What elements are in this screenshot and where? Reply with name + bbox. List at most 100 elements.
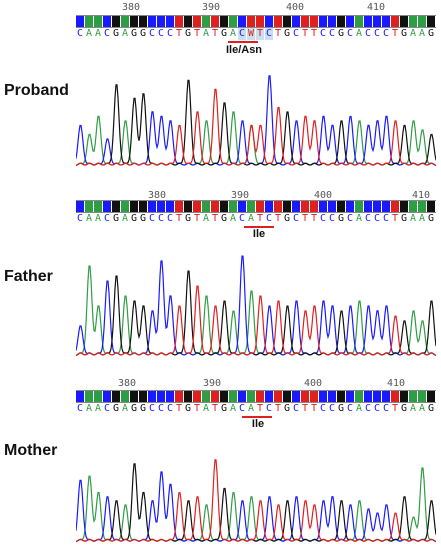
base-quality-block: [229, 391, 237, 402]
base-quality-block: [274, 201, 282, 212]
base-quality-block: [148, 16, 156, 27]
base-letter: G: [130, 403, 138, 414]
base-letter: T: [193, 28, 201, 39]
base-quality-block: [382, 391, 390, 402]
position-ticks: 380 390 400 410: [0, 188, 441, 202]
base-quality-block: [328, 391, 336, 402]
base-letter: T: [211, 213, 219, 224]
base-letter: A: [94, 28, 102, 39]
base-letter: W: [247, 28, 255, 40]
base-quality-block: [283, 201, 291, 212]
base-quality-block: [130, 391, 138, 402]
base-letter: C: [157, 28, 165, 39]
base-quality-block: [220, 391, 228, 402]
base-quality-block: [391, 391, 399, 402]
base-quality-block: [373, 391, 381, 402]
base-letter: C: [292, 28, 300, 39]
base-letter: C: [76, 403, 84, 414]
base-letter: C: [292, 213, 300, 224]
base-letter: C: [328, 403, 336, 414]
base-quality-block: [409, 16, 417, 27]
base-letter: A: [247, 213, 255, 224]
base-quality-block: [184, 391, 192, 402]
base-quality-block: [157, 201, 165, 212]
codon-underline: [228, 41, 258, 43]
base-letter: T: [301, 403, 309, 414]
base-letter: G: [130, 213, 138, 224]
base-letter: T: [274, 403, 282, 414]
base-letter: C: [346, 403, 354, 414]
base-quality-block: [319, 201, 327, 212]
base-quality-block: [310, 391, 318, 402]
chromatogram-trace: [76, 75, 436, 167]
base-letter: A: [355, 403, 363, 414]
base-quality-block: [418, 391, 426, 402]
base-letter: C: [157, 403, 165, 414]
chromatogram-trace: [76, 459, 436, 543]
base-quality-block: [319, 391, 327, 402]
base-quality-block: [166, 391, 174, 402]
base-quality-block: [292, 201, 300, 212]
base-letter: G: [283, 213, 291, 224]
base-quality-block: [175, 391, 183, 402]
position-ticks: 380 390 400 410: [0, 0, 441, 14]
base-quality-block: [364, 201, 372, 212]
base-letter: G: [112, 213, 120, 224]
base-letter: T: [175, 213, 183, 224]
base-quality-block: [256, 391, 264, 402]
base-quality-block: [355, 201, 363, 212]
base-quality-block: [76, 16, 84, 27]
base-quality-block: [400, 16, 408, 27]
base-letter: T: [391, 403, 399, 414]
base-letter: G: [112, 403, 120, 414]
base-letter: T: [256, 28, 264, 40]
base-letter: T: [391, 28, 399, 39]
base-letter: A: [229, 213, 237, 224]
base-letter: G: [400, 213, 408, 224]
base-letter: C: [157, 213, 165, 224]
quality-blocks: [76, 390, 436, 403]
base-letter: C: [328, 213, 336, 224]
base-letter: T: [175, 28, 183, 39]
base-letter: C: [148, 403, 156, 414]
base-letter: G: [337, 403, 345, 414]
base-letter: G: [283, 28, 291, 39]
base-quality-block: [193, 16, 201, 27]
base-letter: C: [328, 28, 336, 39]
base-letter: T: [274, 28, 282, 39]
base-quality-block: [202, 16, 210, 27]
base-letter: C: [319, 28, 327, 39]
base-letter: T: [256, 403, 264, 414]
base-letter: G: [220, 28, 228, 39]
base-quality-block: [76, 201, 84, 212]
base-quality-block: [85, 391, 93, 402]
base-quality-block: [427, 201, 435, 212]
base-letter: G: [220, 213, 228, 224]
base-quality-block: [193, 201, 201, 212]
base-letter: C: [364, 403, 372, 414]
position-tick: 390: [201, 2, 221, 13]
base-letter: A: [85, 403, 93, 414]
base-letter: G: [220, 403, 228, 414]
base-quality-block: [112, 391, 120, 402]
position-tick: 380: [121, 2, 141, 13]
base-quality-block: [427, 391, 435, 402]
base-quality-block: [139, 16, 147, 27]
base-quality-block: [364, 16, 372, 27]
base-quality-block: [328, 201, 336, 212]
base-quality-block: [103, 16, 111, 27]
base-quality-block: [256, 16, 264, 27]
base-letter: T: [310, 28, 318, 39]
base-letter: C: [364, 28, 372, 39]
base-letter: T: [310, 403, 318, 414]
base-letter: C: [238, 403, 246, 414]
base-quality-block: [184, 201, 192, 212]
base-quality-block: [337, 391, 345, 402]
base-quality-block: [346, 16, 354, 27]
base-quality-block: [382, 201, 390, 212]
base-quality-block: [175, 16, 183, 27]
